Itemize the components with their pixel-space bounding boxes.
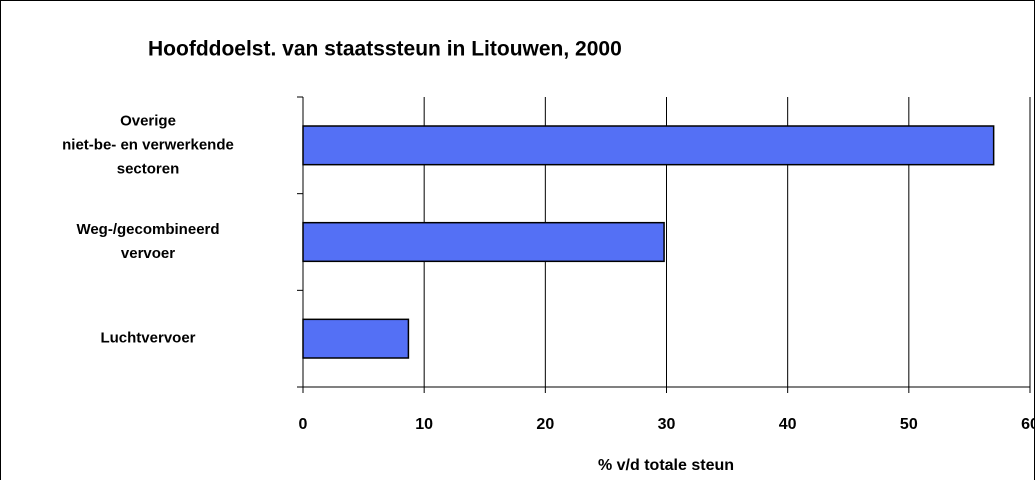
bar	[302, 221, 665, 263]
chart-title: Hoofddoelst. van staatssteun in Litouwen…	[148, 38, 622, 61]
y-tick-label: Luchtvervoer	[100, 330, 195, 347]
x-tick-label: 0	[299, 416, 308, 433]
x-axis-label: % v/d totale steun	[598, 457, 734, 474]
bar	[302, 125, 995, 166]
x-tick-label: 20	[536, 416, 554, 433]
x-tick-label: 30	[658, 416, 676, 433]
bar	[302, 318, 410, 359]
x-tick-label: 50	[900, 416, 918, 433]
x-tick-label: 40	[779, 416, 797, 433]
y-tick-label: Weg-/gecombineerd vervoer	[76, 221, 219, 262]
x-tick-label: 10	[415, 416, 433, 433]
y-tick-label: Overige niet-be- en verwerkende sectoren	[62, 112, 234, 177]
x-tick-label: 60	[1021, 416, 1035, 433]
